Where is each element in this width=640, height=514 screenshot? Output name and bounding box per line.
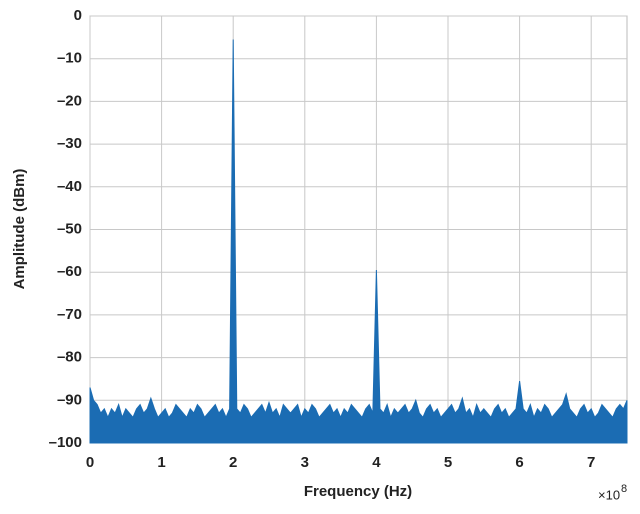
- x-tick-label: 5: [444, 454, 452, 471]
- x-tick-label: 6: [515, 454, 523, 471]
- x-tick-label: 3: [301, 454, 309, 471]
- y-tick-label: –10: [57, 50, 82, 67]
- y-tick-label: –30: [57, 135, 82, 152]
- y-tick-label: –70: [57, 306, 82, 323]
- x-tick-label: 2: [229, 454, 237, 471]
- x-tick-label: 0: [86, 454, 94, 471]
- y-axis-label: Amplitude (dBm): [11, 169, 28, 290]
- x-multiplier-exponent: 8: [621, 483, 627, 495]
- y-tick-label: –20: [57, 92, 82, 109]
- x-multiplier: ×10: [598, 487, 620, 502]
- y-tick-label: –40: [57, 178, 82, 195]
- y-tick-label: 0: [74, 7, 82, 24]
- y-tick-label: –50: [57, 220, 82, 237]
- y-tick-label: –80: [57, 349, 82, 366]
- x-axis-label: Frequency (Hz): [304, 483, 412, 500]
- x-tick-label: 4: [372, 454, 381, 471]
- x-tick-label: 1: [157, 454, 165, 471]
- y-tick-label: –60: [57, 263, 82, 280]
- y-tick-label: –100: [49, 434, 82, 451]
- y-tick-label: –90: [57, 391, 82, 408]
- x-tick-label: 7: [587, 454, 595, 471]
- spectrum-area: [89, 39, 628, 444]
